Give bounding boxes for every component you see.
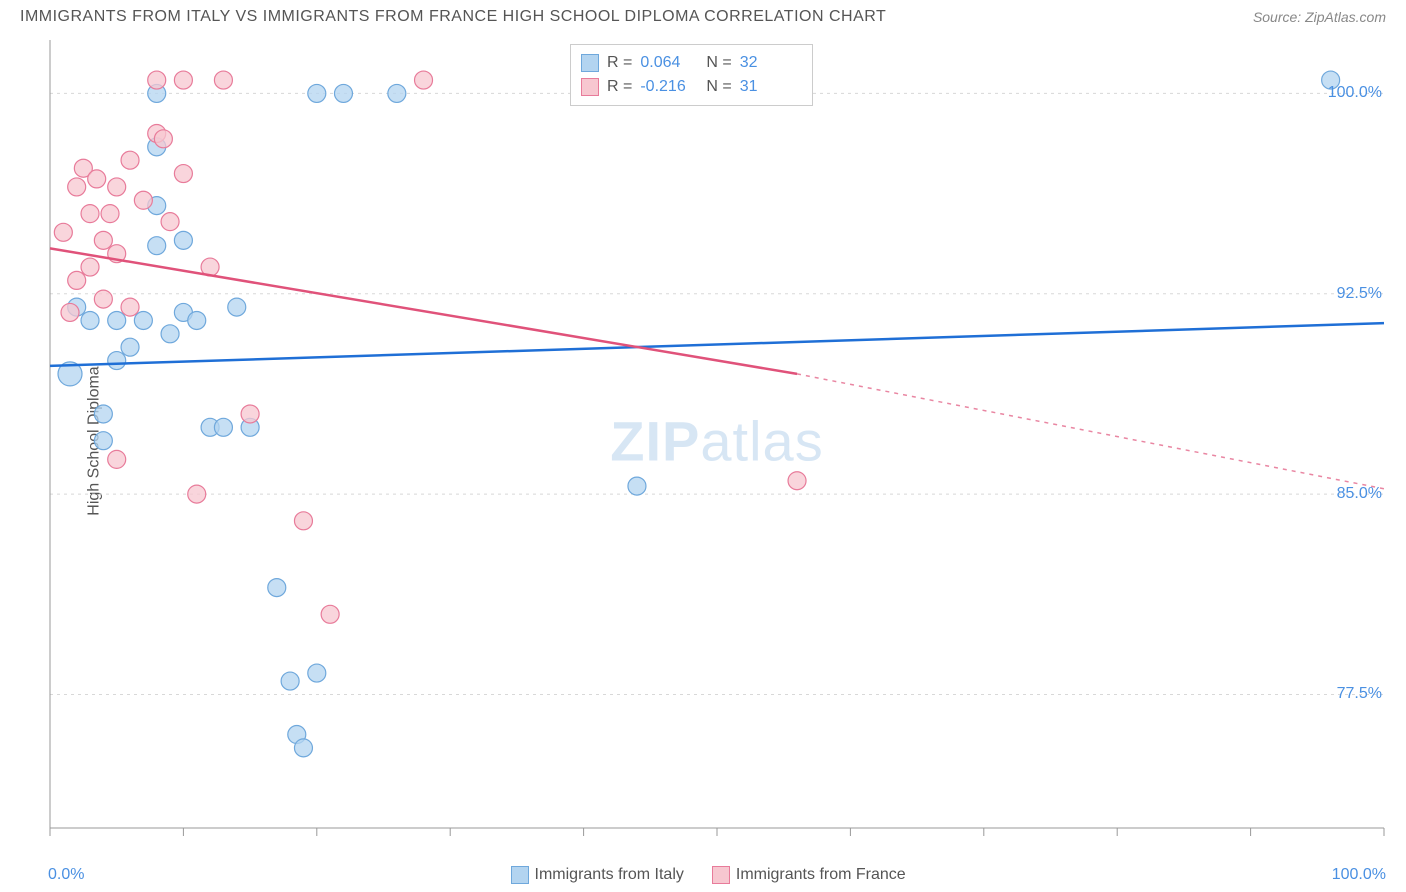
- header: IMMIGRANTS FROM ITALY VS IMMIGRANTS FROM…: [0, 0, 1406, 30]
- bottom-legend: Immigrants from Italy Immigrants from Fr…: [511, 866, 906, 884]
- scatter-plot: [48, 40, 1386, 842]
- source-label: Source: ZipAtlas.com: [1253, 9, 1386, 25]
- stats-row-italy: R = 0.064 N = 32: [581, 51, 798, 75]
- legend-item-france: Immigrants from France: [712, 866, 906, 884]
- stats-row-france: R = -0.216 N = 31: [581, 75, 798, 99]
- y-tick-label: 100.0%: [1328, 84, 1382, 102]
- y-tick-label: 92.5%: [1337, 285, 1382, 303]
- swatch-italy: [581, 54, 599, 72]
- chart-title: IMMIGRANTS FROM ITALY VS IMMIGRANTS FROM…: [20, 8, 886, 26]
- swatch-italy-icon: [511, 866, 529, 884]
- y-tick-label: 77.5%: [1337, 685, 1382, 703]
- stats-legend-box: R = 0.064 N = 32 R = -0.216 N = 31: [570, 44, 813, 106]
- x-max-label: 100.0%: [1332, 866, 1386, 884]
- legend-item-italy: Immigrants from Italy: [511, 866, 684, 884]
- chart-area: High School Diploma ZIPatlas 77.5%85.0%9…: [48, 40, 1386, 842]
- swatch-france-icon: [712, 866, 730, 884]
- y-tick-label: 85.0%: [1337, 485, 1382, 503]
- x-min-label: 0.0%: [48, 866, 84, 884]
- x-axis-row: 0.0% Immigrants from Italy Immigrants fr…: [48, 866, 1386, 884]
- swatch-france: [581, 78, 599, 96]
